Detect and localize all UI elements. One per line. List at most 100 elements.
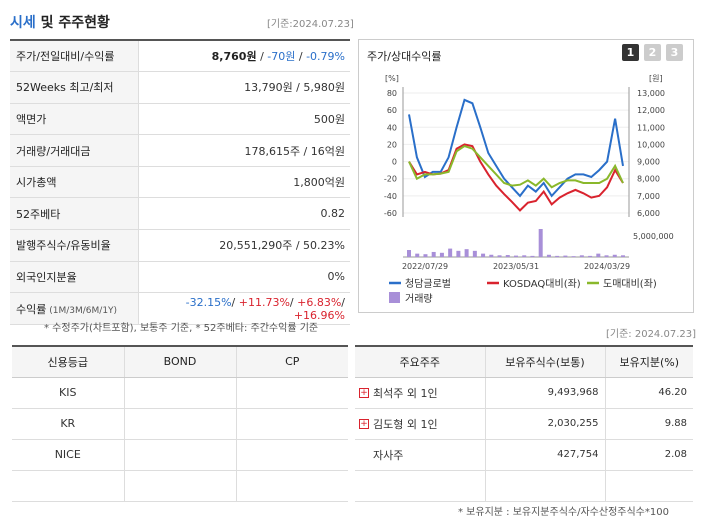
empty-cell <box>355 470 485 502</box>
table-header-row: 주요주주 보유주식수(보통) 보유지분(%) <box>355 346 693 378</box>
separator: / <box>341 295 345 309</box>
bond-cell <box>123 377 236 409</box>
major-holders-table: 주요주주 보유주식수(보통) 보유지분(%) + 최석주 외 1인 9,493,9… <box>355 345 693 502</box>
chart-tab-3[interactable]: 3 <box>666 44 683 61</box>
volume-bar <box>621 255 625 257</box>
table-row: 액면가 500원 <box>10 103 350 136</box>
holder-shares: 9,493,968 <box>484 377 605 409</box>
col-header-pct: 보유지분(%) <box>604 346 693 378</box>
volume-bar <box>456 250 461 257</box>
table-row: NICE <box>12 439 348 471</box>
holder-pct: 46.20 <box>604 377 693 409</box>
volume-bar <box>407 250 411 257</box>
agency-kr: KR <box>12 408 124 440</box>
holder-name: 김도형 외 1인 <box>373 417 438 431</box>
bond-cell <box>123 439 236 471</box>
left-tick-label: -60 <box>384 209 397 218</box>
holder-pct: 2.08 <box>604 439 693 471</box>
volume-bar <box>563 255 568 257</box>
price-value: 8,760원 / -70원 / -0.79% <box>138 40 350 73</box>
empty-cell <box>12 470 124 502</box>
chart-tab-2[interactable]: 2 <box>644 44 661 61</box>
current-price: 8,760원 <box>211 50 257 64</box>
credit-rating-table: 신용등급 BOND CP KIS KR NICE <box>12 345 348 502</box>
table-row: + 김도형 외 1인 2,030,255 9.88 <box>355 408 693 440</box>
series-line <box>408 144 624 189</box>
holder-name: 최석주 외 1인 <box>373 386 438 400</box>
left-tick-label: -40 <box>384 192 397 201</box>
agency-kis: KIS <box>12 377 124 409</box>
chart-tabs: 1 2 3 <box>622 44 683 61</box>
holdings-note: * 보유지분 : 보유지분주식수/자수산정주식수*100 <box>458 507 669 518</box>
left-tick-label: 60 <box>387 106 397 115</box>
volume-bar <box>530 255 535 257</box>
cp-cell <box>235 408 348 440</box>
volume-bar <box>448 248 453 257</box>
legend-label: 도매대비(좌) <box>603 278 657 290</box>
volume-bar <box>497 255 502 257</box>
section-title-sub: 및 주주현황 <box>35 15 110 31</box>
left-tick-label: 0 <box>392 158 397 167</box>
price-note: * 수정주가(차트포함), 보통주 기준, * 52주베타: 주간수익률 기준 <box>44 323 319 334</box>
right-tick-label: 6,000 <box>637 209 660 218</box>
right-tick-label: 8,000 <box>637 175 660 184</box>
left-axis-unit: [%] <box>385 74 399 83</box>
table-row: KIS <box>12 377 348 409</box>
volume-bar <box>439 252 444 257</box>
right-tick-label: 12,000 <box>637 106 665 115</box>
volume-bar <box>423 254 428 257</box>
expand-plus-icon[interactable]: + <box>359 418 369 429</box>
volume-bar <box>472 250 477 257</box>
table-row: KR <box>12 408 348 440</box>
table-row: 주가/전일대비/수익률 8,760원 / -70원 / -0.79% <box>10 40 350 73</box>
table-row <box>12 470 348 502</box>
right-tick-label: 10,000 <box>637 140 665 149</box>
holder-shares: 427,754 <box>484 439 605 471</box>
cp-cell <box>235 439 348 471</box>
chart-title: 주가/상대수익률 <box>367 50 442 63</box>
section-title-main: 시세 <box>10 15 36 31</box>
right-axis-unit: [원] <box>649 74 663 83</box>
basis-date: [기준:2024.07.23] <box>267 19 354 30</box>
volume-bar <box>546 254 551 257</box>
left-tick-label: 40 <box>387 123 397 132</box>
beta-label: 52주베타 <box>10 197 139 231</box>
volume-bar <box>489 254 494 257</box>
return-label: 수익률 (1M/3M/6M/1Y) <box>10 292 139 325</box>
chart-tab-1[interactable]: 1 <box>622 44 639 61</box>
volume-bar <box>522 255 527 257</box>
empty-cell <box>235 470 348 502</box>
table-row: 52주베타 0.82 <box>10 197 350 231</box>
agency-nice: NICE <box>12 439 124 471</box>
shares-value: 20,551,290주 / 50.23% <box>138 229 350 262</box>
volume-bar <box>415 253 420 257</box>
mcap-label: 시가총액 <box>10 166 139 199</box>
bond-cell <box>123 408 236 440</box>
par-label: 액면가 <box>10 103 139 136</box>
empty-cell <box>123 470 236 502</box>
table-row: 거래량/거래대금 178,615주 / 16억원 <box>10 134 350 167</box>
volume-bar <box>505 255 510 257</box>
volume-bar <box>588 255 593 257</box>
price-info-table: 주가/전일대비/수익률 8,760원 / -70원 / -0.79% 52Wee… <box>10 39 350 325</box>
table-row: 수익률 (1M/3M/6M/1Y) -32.15%/ +11.73%/ +6.8… <box>10 292 350 325</box>
volume-bar <box>464 249 469 257</box>
series-line <box>408 98 624 198</box>
holder-cell: 자사주 <box>355 439 485 471</box>
mcap-value: 1,800억원 <box>138 166 350 199</box>
hl-label: 52Weeks 최고/최저 <box>10 71 139 104</box>
section-title: 시세 및 주주현황 <box>10 12 110 32</box>
price-label: 주가/전일대비/수익률 <box>10 40 139 73</box>
volume-bar <box>514 255 518 257</box>
table-row: 외국인지분율 0% <box>10 261 350 294</box>
expand-plus-icon[interactable]: + <box>359 387 369 398</box>
separator: / <box>256 50 268 64</box>
table-row: 시가총액 1,800억원 <box>10 166 350 199</box>
chart-panel: 주가/상대수익률 1 2 3 [%] [원] 80 60 40 20 0 -20 -40 -60 1… <box>358 39 694 313</box>
return-6m: +6.83% <box>297 295 342 309</box>
volume-bar <box>571 256 576 257</box>
holder-pct: 9.88 <box>604 408 693 440</box>
return-3m: +11.73% <box>238 295 290 309</box>
table-header-row: 신용등급 BOND CP <box>12 346 348 378</box>
right-tick-label: 9,000 <box>637 158 660 167</box>
